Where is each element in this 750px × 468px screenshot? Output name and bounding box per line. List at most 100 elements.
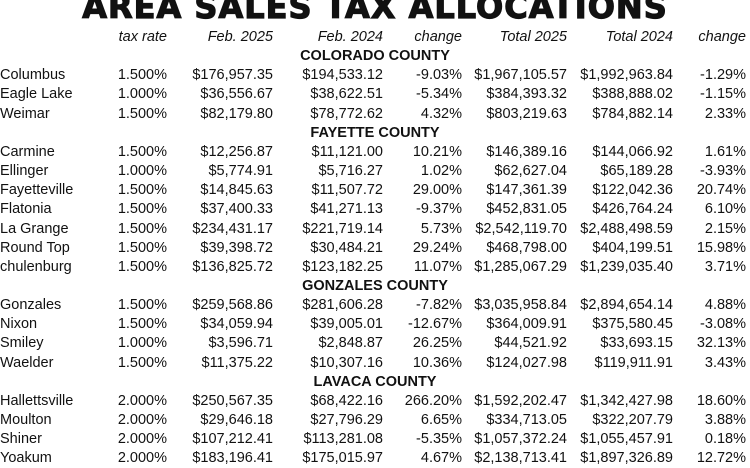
city-name: Fayetteville xyxy=(0,182,74,199)
city-name: chulenburg xyxy=(0,258,72,275)
cell: $136,825.72 xyxy=(192,258,273,275)
title: AREA SALES TAX ALLOCATIONS xyxy=(82,0,668,27)
cell: $2,488,498.59 xyxy=(580,220,673,237)
cell: 4.88% xyxy=(704,297,746,314)
cell: $375,580.45 xyxy=(592,316,673,333)
cell: $176,957.35 xyxy=(192,67,273,84)
cell: 4.32% xyxy=(420,105,462,122)
cell: -12.67% xyxy=(407,316,462,333)
cell: $259,568.86 xyxy=(192,297,273,314)
cell: $39,398.72 xyxy=(200,239,273,256)
section-heading: LAVACA COUNTY xyxy=(313,373,437,390)
cell: $334,713.05 xyxy=(486,412,567,428)
cell: -7.82% xyxy=(416,297,462,314)
cell: 1.500% xyxy=(117,182,167,199)
cell: $1,285,067.29 xyxy=(474,258,567,275)
column-header: Total 2025 xyxy=(499,29,567,45)
cell: 12.72% xyxy=(696,450,746,467)
cell: 2.33% xyxy=(704,105,746,122)
cell: $65,189.28 xyxy=(600,163,673,180)
cell: $33,693.15 xyxy=(600,335,673,352)
city-name: Smiley xyxy=(0,335,44,352)
cell: -9.03% xyxy=(416,67,462,84)
section-heading: GONZALES COUNTY xyxy=(302,277,448,294)
cell: $78,772.62 xyxy=(310,105,383,122)
city-name: Carmine xyxy=(0,143,55,160)
cell: 1.500% xyxy=(117,105,167,122)
column-header: Feb. 2024 xyxy=(317,29,383,45)
city-name: Nixon xyxy=(0,316,38,333)
cell: 5.73% xyxy=(420,220,462,237)
section-heading: FAYETTE COUNTY xyxy=(310,124,440,141)
cell: $5,716.27 xyxy=(318,163,383,180)
section-heading: COLORADO COUNTY xyxy=(300,48,450,65)
cell: $107,212.41 xyxy=(192,431,273,448)
cell: $5,774.91 xyxy=(208,163,273,180)
cell: $82,179.80 xyxy=(200,105,273,122)
cell: $27,796.29 xyxy=(310,412,383,428)
city-name: Flatonia xyxy=(0,201,52,218)
cell: 1.500% xyxy=(117,354,167,371)
cell: 0.18% xyxy=(704,431,746,448)
city-name: La Grange xyxy=(0,220,69,237)
cell: 1.500% xyxy=(117,67,167,84)
cell: $784,882.14 xyxy=(592,105,673,122)
cell: $1,342,427.98 xyxy=(580,392,673,409)
cell: $39,005.01 xyxy=(310,316,383,333)
cell: 18.60% xyxy=(696,392,746,409)
cell: $364,009.91 xyxy=(486,316,567,333)
cell: 1.500% xyxy=(117,143,167,160)
cell: 1.000% xyxy=(117,335,167,352)
cell: $452,831.05 xyxy=(486,201,567,218)
cell: 6.10% xyxy=(704,201,746,218)
cell: $384,393.32 xyxy=(486,86,567,103)
cell: 3.88% xyxy=(704,412,746,428)
cell: $147,361.39 xyxy=(486,182,567,199)
cell: 1.500% xyxy=(117,316,167,333)
city-name: Shiner xyxy=(0,431,42,448)
cell: $36,556.67 xyxy=(200,86,273,103)
cell: -5.34% xyxy=(416,86,462,103)
cell: $38,622.51 xyxy=(310,86,383,103)
cell: 2.000% xyxy=(117,392,167,409)
cell: 1.500% xyxy=(117,201,167,218)
cell: $30,484.21 xyxy=(310,239,383,256)
cell: $144,066.92 xyxy=(592,143,673,160)
cell: -9.37% xyxy=(416,201,462,218)
cell: $146,389.16 xyxy=(486,143,567,160)
cell: 1.500% xyxy=(117,220,167,237)
cell: 26.25% xyxy=(412,335,462,352)
city-name: Round Top xyxy=(0,239,70,256)
column-header: change xyxy=(414,29,462,45)
cell: 1.61% xyxy=(704,143,746,160)
cell: 4.67% xyxy=(420,450,462,467)
cell: 1.02% xyxy=(420,163,462,180)
cell: $1,239,035.40 xyxy=(580,258,673,275)
cell: $803,219.63 xyxy=(486,105,567,122)
cell: $426,764.24 xyxy=(592,201,673,218)
cell: $281,606.28 xyxy=(302,297,383,314)
cell: $44,521.92 xyxy=(494,335,567,352)
cell: $175,015.97 xyxy=(302,450,383,467)
city-name: Hallettsville xyxy=(0,392,74,409)
cell: $113,281.08 xyxy=(303,431,383,448)
cell: $122,042.36 xyxy=(592,182,673,199)
cell: 1.500% xyxy=(117,258,167,275)
cell: -3.08% xyxy=(700,316,746,333)
cell: -1.15% xyxy=(700,86,746,103)
cell: $2,138,713.41 xyxy=(474,450,567,467)
cell: $1,592,202.47 xyxy=(474,392,567,409)
city-name: Moulton xyxy=(0,412,52,428)
cell: $1,967,105.57 xyxy=(474,67,567,84)
column-header: Feb. 2025 xyxy=(207,29,273,45)
cell: $11,375.22 xyxy=(201,354,274,371)
cell: $11,121.00 xyxy=(311,143,384,160)
cell: $194,533.12 xyxy=(302,67,383,84)
cell: 6.65% xyxy=(420,412,462,428)
cell: 2.000% xyxy=(117,431,167,448)
city-name: Eagle Lake xyxy=(0,86,73,103)
cell: 11.07% xyxy=(413,258,462,275)
cell: 10.36% xyxy=(412,354,462,371)
column-header: tax rate xyxy=(118,29,167,45)
